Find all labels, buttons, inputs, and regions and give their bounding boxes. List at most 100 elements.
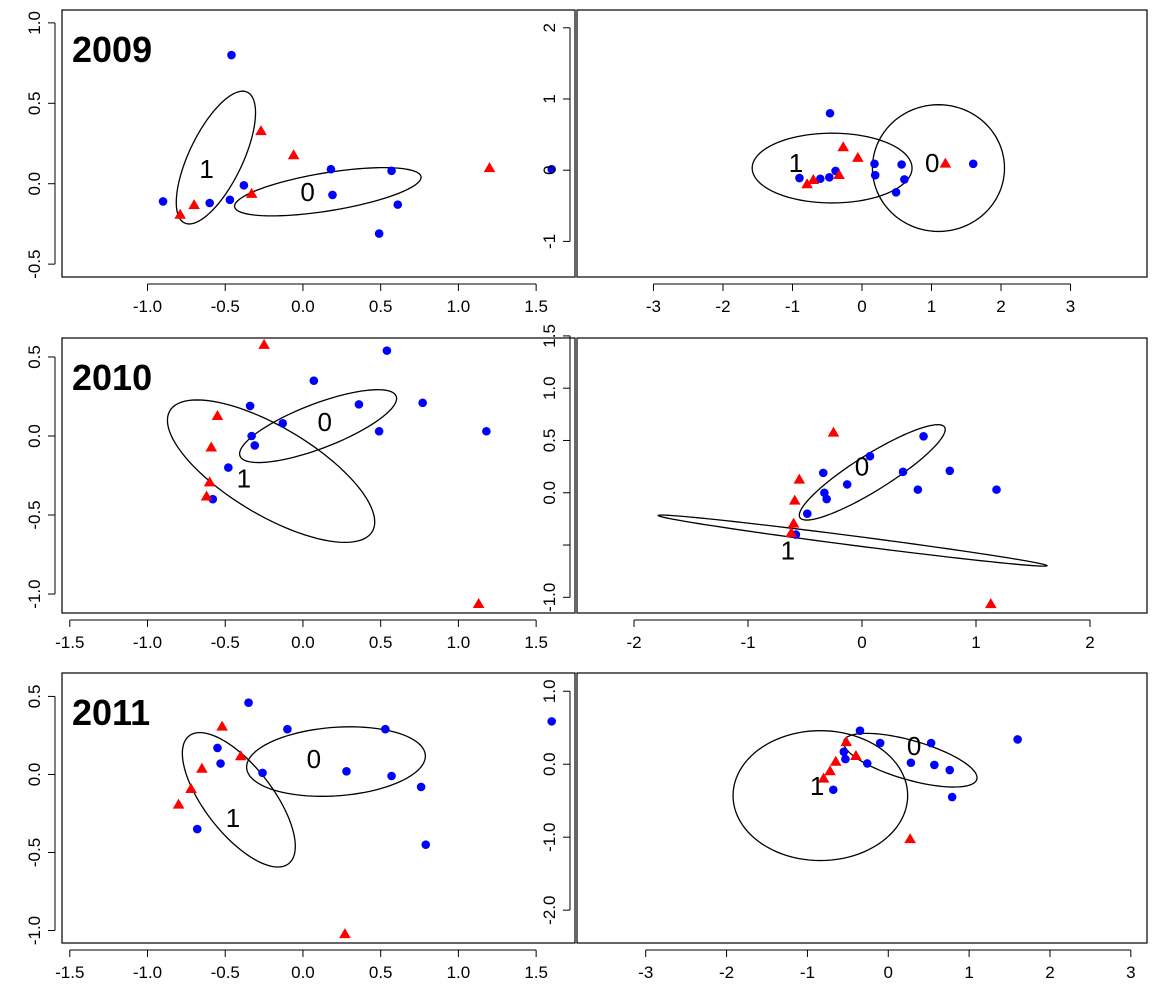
panel-0-1: -3 -2 -1 0 1 2 3 -1 0 1 2 1 0 xyxy=(540,9,1148,316)
data-point-circle xyxy=(250,441,260,450)
y-tick-label: 0.5 xyxy=(25,91,44,115)
ellipse-label: 1 xyxy=(226,803,240,833)
data-point-circle xyxy=(825,173,834,182)
data-point-circle xyxy=(205,198,214,208)
data-point-circle xyxy=(906,758,916,768)
data-point-triangle xyxy=(258,338,270,349)
x-tick-label: -1.0 xyxy=(133,963,162,982)
data-point-circle xyxy=(227,50,236,60)
ellipse-label: 0 xyxy=(317,407,331,437)
ellipse-group-1 xyxy=(175,90,257,225)
data-point-triangle xyxy=(824,765,836,776)
data-point-circle xyxy=(926,738,936,748)
data-point-triangle xyxy=(852,151,864,162)
x-tick-label: 1.5 xyxy=(524,297,548,316)
data-point-circle xyxy=(870,159,879,169)
x-tick-label: -2 xyxy=(719,963,734,982)
x-tick-label: 1.0 xyxy=(447,297,471,316)
data-point-circle xyxy=(891,187,901,197)
panel-1-0: -1.5 -1.0 -0.5 0.0 0.5 1.0 1.5 -1.0 -0.5 0.0 0.5 1 0… xyxy=(25,337,576,652)
x-tick-label: -2 xyxy=(715,297,730,316)
data-point-circle xyxy=(913,485,923,494)
x-tick-label: 0.0 xyxy=(291,633,315,652)
x-tick-label: 1.5 xyxy=(524,633,548,652)
data-point-circle xyxy=(224,463,233,472)
data-point-circle xyxy=(865,451,875,461)
x-tick-label: 2 xyxy=(996,297,1005,316)
data-point-triangle xyxy=(939,157,952,168)
data-point-triangle xyxy=(216,720,228,731)
ellipse-label: 1 xyxy=(789,148,803,178)
data-point-triangle xyxy=(807,173,820,184)
y-tick-label: -1.0 xyxy=(540,823,559,852)
y-tick-label: 0.0 xyxy=(25,172,44,196)
data-point-circle xyxy=(247,431,256,441)
ellipse-label: 0 xyxy=(925,148,939,178)
data-point-circle xyxy=(875,738,885,748)
panel-year-label: 2009 xyxy=(72,29,152,70)
data-point-circle xyxy=(374,426,384,436)
data-point-triangle xyxy=(174,208,186,219)
x-tick-label: 3 xyxy=(1126,963,1135,982)
y-tick-label: -0.5 xyxy=(25,249,44,278)
ellipse-group-0 xyxy=(798,424,946,521)
data-point-circle xyxy=(870,170,880,180)
x-tick-label: -1.0 xyxy=(133,633,162,652)
ellipse-label: 1 xyxy=(781,535,795,565)
x-tick-label: 0 xyxy=(857,297,866,316)
data-point-circle xyxy=(421,840,431,849)
data-point-circle xyxy=(795,173,804,183)
y-tick-label: 0.5 xyxy=(25,345,44,369)
y-tick-label: -1.0 xyxy=(540,583,559,612)
data-point-circle xyxy=(382,346,392,355)
panel-0-0: -1.0 -0.5 0.0 0.5 1.0 1.5 -0.5 0.0 0.5 1.0 1 0 2009 xyxy=(25,9,576,316)
ellipse-group-0 xyxy=(233,166,422,217)
data-point-circle xyxy=(239,181,249,190)
y-tick-label: 0.0 xyxy=(25,763,44,787)
data-point-triangle xyxy=(788,494,801,505)
y-tick-label: 1.0 xyxy=(540,679,559,703)
x-tick-label: -0.5 xyxy=(211,633,240,652)
data-point-circle xyxy=(862,759,872,768)
ellipse-label: 1 xyxy=(237,464,251,494)
data-point-circle xyxy=(158,197,168,206)
y-tick-label: -2.0 xyxy=(540,896,559,925)
data-point-circle xyxy=(381,724,390,734)
x-tick-label: -3 xyxy=(646,297,661,316)
data-point-circle xyxy=(245,401,255,411)
x-tick-label: 1.5 xyxy=(524,963,548,982)
data-point-circle xyxy=(387,771,396,781)
data-point-circle xyxy=(898,467,908,477)
ellipse-label: 0 xyxy=(300,177,314,207)
y-tick-label: 0.5 xyxy=(25,685,44,709)
y-tick-label: 1.0 xyxy=(540,376,559,400)
ellipse-group-1 xyxy=(181,731,296,868)
y-tick-label: -0.5 xyxy=(25,838,44,867)
x-tick-label: -1 xyxy=(785,297,800,316)
y-tick-label: 0.0 xyxy=(540,752,559,776)
x-tick-label: -1.0 xyxy=(133,297,162,316)
data-point-triangle xyxy=(339,928,351,939)
data-point-triangle xyxy=(837,141,850,152)
data-point-triangle xyxy=(785,526,798,537)
data-point-circle xyxy=(354,400,364,409)
data-point-triangle xyxy=(172,798,185,809)
data-point-triangle xyxy=(801,178,813,189)
data-point-circle xyxy=(547,164,556,174)
data-point-circle xyxy=(992,485,1001,494)
data-point-circle xyxy=(802,509,812,518)
data-point-circle xyxy=(828,785,838,795)
data-point-circle xyxy=(393,200,403,209)
data-point-triangle xyxy=(985,598,997,609)
ellipse-group-1 xyxy=(166,399,376,544)
panel-2-1: -3 -2 -1 0 1 2 3-2.0-1.00.01.010 xyxy=(540,672,1148,982)
data-point-triangle xyxy=(234,750,247,761)
data-point-circle xyxy=(815,174,825,184)
data-point-circle xyxy=(216,759,225,768)
data-point-circle xyxy=(283,724,292,734)
x-tick-label: 0 xyxy=(857,633,866,652)
x-tick-label: 2 xyxy=(1085,633,1094,652)
plot-frame xyxy=(61,9,576,278)
data-point-circle xyxy=(342,767,351,776)
y-tick-label: 0.0 xyxy=(540,481,559,505)
